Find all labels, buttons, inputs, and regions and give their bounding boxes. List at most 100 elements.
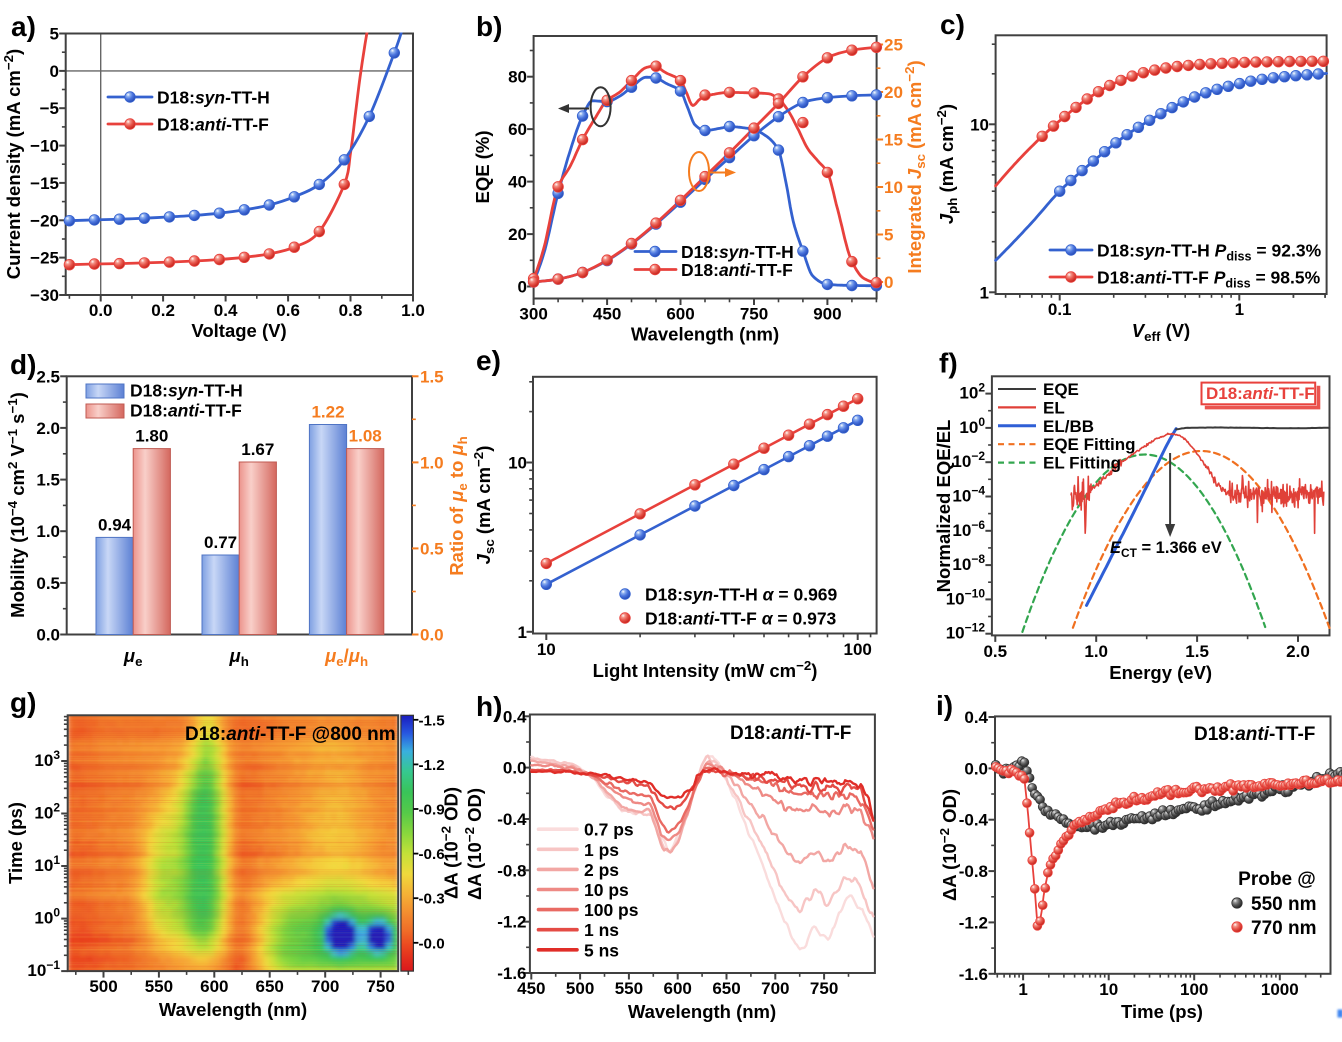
svg-text:f): f) [939,348,958,379]
svg-text:μh: μh [229,645,249,669]
svg-text:100: 100 [844,640,872,659]
svg-text:D18:syn-TT-H α = 0.969: D18:syn-TT-H α = 0.969 [645,585,838,605]
svg-text:D18:anti-TT-F: D18:anti-TT-F [681,260,793,280]
svg-text:2.5: 2.5 [36,367,60,386]
svg-text:-0.0: -0.0 [419,935,445,952]
svg-text:e): e) [476,345,501,376]
svg-text:Integrated Jsc (mA cm−2): Integrated Jsc (mA cm−2) [902,60,928,273]
svg-text:0.4: 0.4 [503,707,527,726]
svg-text:D18:syn-TT-H Pdiss = 92.3%: D18:syn-TT-H Pdiss = 92.3% [1097,241,1322,264]
svg-text:g): g) [10,687,36,718]
svg-text:0.0: 0.0 [503,759,527,778]
svg-text:0.0: 0.0 [89,301,113,320]
svg-text:Wavelength (nm): Wavelength (nm) [628,1001,776,1022]
svg-text:D18:anti-TT-F: D18:anti-TT-F [1194,724,1315,745]
svg-text:2.0: 2.0 [36,419,60,438]
svg-text:D18:syn-TT-H: D18:syn-TT-H [157,88,270,108]
svg-text:ΔA (10−2 OD): ΔA (10−2 OD) [439,787,462,899]
svg-text:1.0: 1.0 [420,453,444,472]
svg-text:102: 102 [34,801,60,823]
svg-text:Mobility (10−4 cm2 V−1 s−1): Mobility (10−4 cm2 V−1 s−1) [5,392,28,618]
svg-text:10: 10 [1099,980,1118,999]
svg-text:Veff (V): Veff (V) [1132,320,1190,344]
svg-text:5: 5 [50,25,59,44]
svg-text:1.0: 1.0 [1084,642,1108,661]
svg-text:10: 10 [970,115,989,134]
svg-text:10: 10 [537,640,556,659]
svg-text:0.6: 0.6 [276,301,300,320]
svg-text:25: 25 [884,36,903,55]
svg-text:100: 100 [959,415,985,437]
svg-text:-0.4: -0.4 [497,810,527,829]
svg-text:1.22: 1.22 [311,403,344,422]
svg-text:Time (ps): Time (ps) [5,802,26,884]
svg-text:20: 20 [508,225,527,244]
svg-text:Normalized EQE/EL: Normalized EQE/EL [933,420,954,593]
svg-text:450: 450 [593,305,621,324]
svg-text:700: 700 [761,979,789,998]
svg-text:EQE Fitting: EQE Fitting [1043,435,1136,454]
svg-text:Ratio of μe to μh: Ratio of μe to μh [446,436,470,576]
svg-text:-0.8: -0.8 [959,862,988,881]
svg-text:750: 750 [366,977,394,996]
svg-text:1: 1 [518,623,527,642]
svg-text:600: 600 [666,305,694,324]
svg-text:D18:anti-TT-F: D18:anti-TT-F [130,401,242,421]
svg-text:900: 900 [813,305,841,324]
svg-text:ΔA (10−2 OD): ΔA (10−2 OD) [937,789,960,901]
svg-text:0.7 ps: 0.7 ps [584,820,634,840]
svg-text:1.0: 1.0 [36,522,60,541]
svg-text:10−8: 10−8 [952,552,985,574]
svg-text:5 ns: 5 ns [584,940,619,960]
svg-text:-0.4: -0.4 [959,811,989,830]
svg-text:1: 1 [980,283,989,302]
svg-text:0.8: 0.8 [339,301,363,320]
svg-text:Time (ps): Time (ps) [1121,1001,1203,1022]
svg-text:0: 0 [50,62,59,81]
svg-text:550: 550 [145,977,173,996]
svg-text:700: 700 [311,977,339,996]
svg-text:−30: −30 [30,286,59,305]
svg-text:0.5: 0.5 [36,574,60,593]
svg-text:i): i) [936,690,953,721]
svg-text:0.0: 0.0 [36,626,60,645]
svg-text:0.4: 0.4 [964,708,988,727]
svg-text:0: 0 [884,273,893,292]
svg-text:80: 80 [508,68,527,87]
svg-text:10−6: 10−6 [952,518,985,540]
svg-text:450: 450 [517,979,545,998]
svg-text:0.0: 0.0 [964,759,988,778]
svg-text:300: 300 [519,305,547,324]
svg-text:0.0: 0.0 [420,626,444,645]
svg-text:60: 60 [508,120,527,139]
svg-text:0.5: 0.5 [983,642,1007,661]
svg-text:0.94: 0.94 [98,515,132,534]
svg-text:10−12: 10−12 [946,621,986,643]
svg-text:D18:syn-TT-H: D18:syn-TT-H [681,242,794,262]
svg-text:d): d) [10,349,36,380]
svg-text:−5: −5 [40,99,59,118]
svg-text:−25: −25 [30,249,59,268]
svg-text:10−10: 10−10 [946,586,986,608]
svg-text:-0.6: -0.6 [419,846,445,863]
svg-text:10 ps: 10 ps [584,880,629,900]
svg-text:ΔA (10−2 OD): ΔA (10−2 OD) [462,788,485,900]
svg-text:0.5: 0.5 [420,539,444,558]
svg-text:Wavelength (nm): Wavelength (nm) [159,999,307,1020]
svg-text:0.4: 0.4 [214,301,238,320]
svg-text:h): h) [476,691,502,722]
svg-text:10: 10 [508,454,527,473]
svg-text:Jsc (mA cm−2): Jsc (mA cm−2) [471,446,497,565]
svg-text:1.08: 1.08 [349,427,382,446]
svg-text:1000: 1000 [1261,980,1299,999]
svg-text:20: 20 [884,83,903,102]
svg-text:EQE: EQE [1043,380,1079,399]
svg-text:5: 5 [884,226,893,245]
svg-text:10: 10 [884,178,903,197]
svg-text:1 ns: 1 ns [584,920,619,940]
svg-text:EL/BB: EL/BB [1043,417,1094,436]
svg-text:-0.3: -0.3 [419,891,445,908]
svg-text:103: 103 [34,748,60,770]
svg-text:D18:anti-TT-F Pdiss = 98.5%: D18:anti-TT-F Pdiss = 98.5% [1097,268,1321,291]
svg-text:2 ps: 2 ps [584,860,619,880]
